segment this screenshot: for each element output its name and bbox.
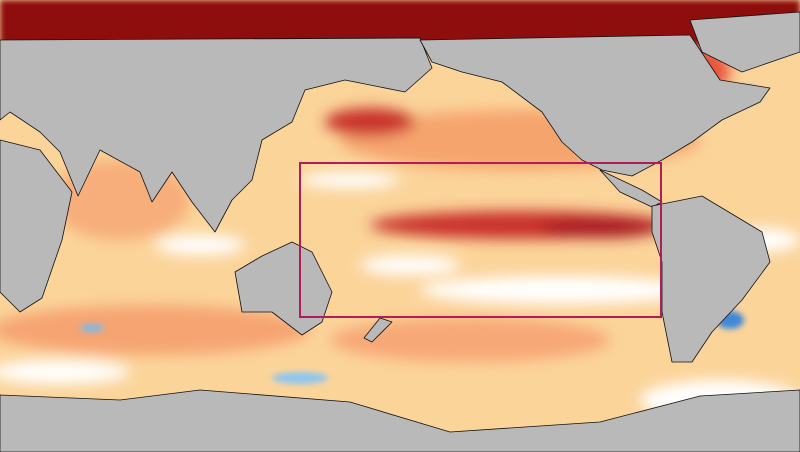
antarctica [0, 389, 800, 452]
continents [0, 11, 800, 452]
north-america [419, 34, 771, 177]
australia [234, 241, 333, 336]
central-america [599, 169, 663, 208]
africa [0, 139, 73, 313]
greenland [689, 11, 800, 73]
nino-region-box [299, 162, 662, 318]
new-zealand [363, 317, 393, 343]
eurasia [0, 37, 433, 233]
